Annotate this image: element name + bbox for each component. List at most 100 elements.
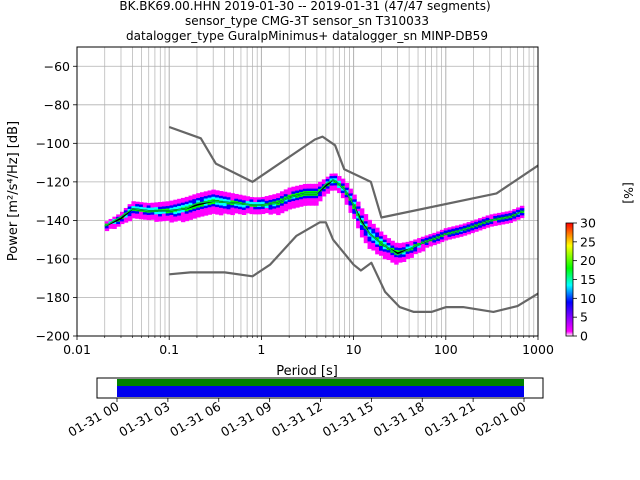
density-cell — [192, 208, 197, 212]
density-cell — [230, 212, 235, 216]
density-cell — [207, 195, 213, 198]
density-cell — [146, 215, 152, 218]
density-cell — [127, 213, 133, 217]
density-cell — [325, 186, 331, 189]
density-cell — [177, 206, 182, 209]
density-cell — [375, 230, 380, 233]
density-cell — [234, 203, 239, 207]
density-cell — [409, 255, 414, 258]
density-cell — [432, 242, 437, 246]
density-cell — [279, 200, 285, 204]
density-cell — [192, 213, 197, 217]
density-cell — [512, 209, 517, 212]
density-cell — [462, 230, 468, 234]
density-cell — [394, 259, 399, 263]
y-tick-label: −180 — [36, 290, 70, 305]
density-cell — [279, 205, 285, 209]
density-cell — [299, 189, 304, 193]
density-cell — [409, 240, 414, 244]
density-cell — [310, 188, 315, 192]
density-cell — [344, 202, 350, 205]
density-cell — [184, 211, 190, 214]
density-cell — [215, 204, 220, 208]
x-tick-label: 0.1 — [159, 342, 179, 357]
density-cell — [302, 186, 308, 190]
density-cell — [291, 203, 296, 207]
density-cell — [481, 223, 487, 227]
density-cell — [321, 181, 327, 185]
density-cell — [512, 218, 517, 222]
density-cell — [219, 210, 224, 213]
density-cell — [241, 209, 247, 213]
density-cell — [276, 205, 281, 208]
density-cell — [314, 195, 319, 199]
density-cell — [474, 221, 479, 225]
density-cell — [177, 213, 182, 216]
density-cell — [169, 212, 174, 216]
density-cell — [443, 228, 449, 231]
density-cell — [241, 200, 247, 204]
density-cell — [394, 242, 399, 246]
density-cell — [279, 208, 285, 211]
density-cell — [199, 199, 205, 203]
density-cell — [142, 212, 148, 215]
density-cell — [504, 221, 510, 224]
density-cell — [519, 213, 525, 216]
density-cell — [230, 195, 235, 199]
density-cell — [139, 202, 144, 205]
density-cell — [306, 202, 312, 206]
density-cell — [245, 198, 251, 202]
density-cell — [378, 250, 384, 254]
density-cell — [378, 238, 384, 242]
grid-lines — [76, 47, 538, 337]
density-cell — [119, 221, 125, 225]
density-cell — [203, 196, 209, 199]
y-tick-label: −160 — [36, 251, 70, 266]
density-cell — [390, 240, 395, 244]
density-cell — [150, 217, 155, 220]
density-cell — [238, 197, 243, 200]
density-cell — [378, 243, 384, 247]
density-cell — [390, 247, 395, 251]
density-cell — [180, 205, 186, 208]
density-cell — [500, 219, 506, 223]
density-cell — [234, 210, 239, 214]
density-cell — [222, 191, 228, 195]
density-cell — [234, 196, 239, 200]
density-cell — [165, 203, 171, 207]
density-cell — [146, 207, 152, 211]
density-cell — [436, 238, 441, 242]
density-cell — [401, 254, 407, 258]
density-cell — [146, 203, 152, 206]
density-cell — [367, 246, 372, 249]
density-cell — [222, 194, 228, 197]
density-cell — [131, 210, 136, 214]
density-cell — [333, 178, 338, 181]
density-cell — [131, 213, 136, 216]
density-cell — [127, 216, 133, 219]
density-cell — [394, 261, 399, 265]
density-cell — [401, 242, 407, 246]
density-cell — [382, 251, 388, 255]
density-cell — [306, 198, 312, 201]
density-cell — [177, 203, 182, 207]
density-cell — [333, 173, 338, 177]
coverage-tick-label: 02-01 00 — [472, 399, 528, 440]
density-cell — [371, 247, 376, 251]
x-axis-label: Period [s] — [276, 364, 338, 379]
density-cell — [405, 244, 411, 247]
density-cell — [199, 204, 205, 207]
density-cell — [420, 239, 426, 242]
density-cell — [169, 215, 174, 218]
density-cell — [196, 207, 201, 211]
density-cell — [359, 232, 365, 236]
density-cell — [424, 242, 430, 246]
density-cell — [142, 207, 148, 211]
density-cell — [222, 196, 228, 200]
density-cell — [329, 185, 334, 189]
density-cell — [302, 191, 308, 194]
density-cell — [375, 246, 380, 250]
density-cell — [325, 176, 331, 180]
density-cell — [371, 240, 376, 244]
density-cell — [458, 231, 464, 235]
